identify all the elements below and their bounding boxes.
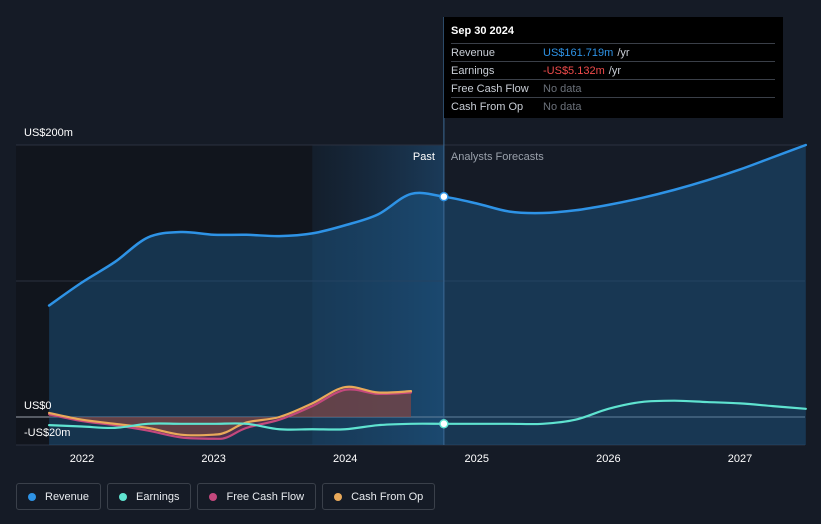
tooltip-value-cash-from-op: No data	[543, 100, 582, 113]
legend-item-free-cash-flow[interactable]: Free Cash Flow	[197, 483, 317, 510]
revenue-area	[49, 145, 806, 445]
chart-legend: Revenue Earnings Free Cash Flow Cash From O…	[16, 483, 436, 510]
legend-label-revenue: Revenue	[45, 490, 90, 503]
x-tick-2023: 2023	[201, 453, 225, 465]
tooltip-date: Sep 30 2024	[451, 25, 514, 37]
series-lines	[47, 143, 808, 440]
earnings-marker	[439, 419, 449, 429]
legend-dot-icon	[334, 492, 343, 501]
cash-from-op-area	[49, 386, 411, 436]
legend-label-cash-from-op: Cash From Op	[351, 490, 424, 503]
forecast-region-label: Analysts Forecasts	[451, 151, 544, 163]
x-tick-2027: 2027	[728, 453, 752, 465]
tooltip-label-earnings: Earnings	[451, 64, 495, 77]
past-region-label: Past	[413, 151, 435, 163]
cash-from-op-line	[48, 385, 413, 437]
tooltip-unit-revenue: /yr	[617, 46, 630, 59]
legend-item-revenue[interactable]: Revenue	[16, 483, 102, 510]
tooltip-label-free-cash-flow: Free Cash Flow	[451, 82, 529, 95]
hover-markers	[439, 191, 449, 429]
x-tick-2022: 2022	[70, 453, 94, 465]
tooltip-panel: Sep 30 2024 Revenue US$161.719m/yr Earning…	[444, 17, 783, 118]
x-tick-2026: 2026	[596, 453, 620, 465]
legend-item-earnings[interactable]: Earnings	[107, 483, 192, 510]
tooltip-value-earnings: -US$5.132m	[543, 64, 605, 77]
tooltip-row-free-cash-flow: Free Cash Flow No data	[451, 79, 775, 97]
y-axis-label-bottom: -US$20m	[24, 427, 70, 439]
tooltip-unit-earnings: /yr	[608, 64, 621, 77]
tooltip-row-revenue: Revenue US$161.719m/yr	[451, 43, 775, 61]
x-tick-2024: 2024	[333, 453, 357, 465]
tooltip-label-revenue: Revenue	[451, 46, 496, 59]
earnings-line	[48, 399, 807, 431]
revenue-marker	[439, 191, 449, 202]
tooltip-value-revenue: US$161.719m	[543, 46, 614, 59]
x-axis-ticks: 2022 2023 2024 2025 2026 2027	[70, 453, 752, 465]
tooltip-row-cash-from-op: Cash From Op No data	[451, 97, 775, 115]
x-tick-2025: 2025	[465, 453, 489, 465]
y-axis-label-top: US$200m	[24, 127, 73, 139]
tooltip-value-free-cash-flow: No data	[543, 82, 582, 95]
revenue-line	[47, 143, 808, 307]
legend-dot-icon	[119, 492, 128, 501]
tooltip-rows: Revenue US$161.719m/yr Earnings -US$5.132m /…	[451, 43, 775, 115]
legend-dot-icon	[209, 492, 218, 501]
tooltip-row-earnings: Earnings -US$5.132m/yr	[451, 61, 775, 79]
y-axis-label-zero: US$0	[24, 400, 52, 412]
free-cash-flow-line	[48, 388, 413, 440]
legend-dot-icon	[28, 492, 36, 501]
legend-label-free-cash-flow: Free Cash Flow	[226, 490, 305, 503]
tooltip-label-cash-from-op: Cash From Op	[451, 100, 524, 113]
legend-item-cash-from-op[interactable]: Cash From Op	[322, 483, 436, 510]
legend-label-earnings: Earnings	[136, 490, 180, 503]
